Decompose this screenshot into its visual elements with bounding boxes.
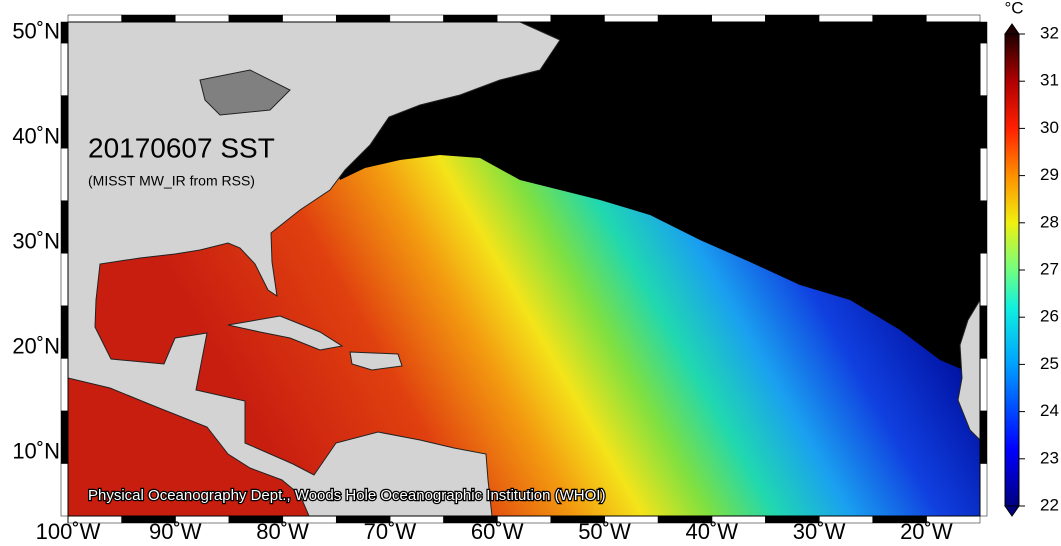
colorbar — [1004, 33, 1020, 507]
africa-land — [957, 299, 980, 441]
frame-segment — [175, 14, 230, 23]
colorbar-tick-label: 22 — [1040, 495, 1059, 514]
lat-tick-label: 40˚N — [12, 123, 60, 148]
frame-segment — [228, 14, 283, 23]
lon-tick-label: 80˚W — [256, 519, 309, 544]
frame-segment — [979, 463, 988, 517]
frame-segment — [818, 14, 873, 23]
colorbar-tick-label: 23 — [1040, 448, 1059, 467]
lon-tick-label: 90˚W — [149, 519, 202, 544]
lon-tick-label: 70˚W — [364, 519, 417, 544]
no-data-region — [330, 22, 980, 372]
map-title: 20170607 SST — [88, 132, 275, 163]
frame-segment — [60, 358, 69, 412]
colorbar-tick-label: 32 — [1040, 23, 1059, 42]
colorbar-top-arrow — [1004, 23, 1020, 35]
frame-segment — [60, 305, 69, 359]
frame-segment — [604, 14, 659, 23]
hispaniola — [349, 351, 403, 371]
frame-segment — [60, 200, 69, 254]
lat-tick-label: 50˚N — [12, 18, 60, 43]
frame-segment — [443, 14, 498, 23]
map-subtitle: (MISST MW_IR from RSS) — [88, 173, 255, 189]
colorbar-tick-label: 27 — [1040, 259, 1059, 278]
frame-segment — [872, 14, 927, 23]
credit: Physical Oceanography Dept., Woods Hole … — [88, 487, 605, 504]
frame-segment — [60, 463, 69, 517]
map-border — [67, 21, 981, 517]
colorbar-bottom-arrow — [1004, 505, 1020, 517]
frame-segment — [550, 14, 605, 23]
cuba — [227, 315, 344, 351]
frame-segment — [282, 14, 337, 23]
lon-tick-label: 60˚W — [471, 519, 524, 544]
frame-segment — [67, 14, 122, 23]
frame-segment — [60, 252, 69, 307]
frame-segment — [979, 305, 988, 359]
frame-segment — [335, 14, 391, 23]
lon-tick-label: 30˚W — [793, 519, 846, 544]
frame-segment — [60, 42, 69, 96]
lat-tick-label: 10˚N — [12, 439, 60, 464]
map-area — [68, 22, 980, 516]
colorbar-tick-label: 28 — [1040, 212, 1059, 231]
frame-segment — [389, 14, 444, 23]
lat-tick-label: 30˚N — [12, 229, 60, 254]
frame-segment — [979, 358, 988, 412]
frame-segment — [60, 147, 69, 201]
frame-segment — [765, 14, 820, 23]
lon-tick-label: 50˚W — [578, 519, 631, 544]
frame-segment — [926, 14, 981, 23]
colorbar-tick-label: 29 — [1040, 165, 1059, 184]
colorbar-tick-label: 26 — [1040, 307, 1059, 326]
lon-tick-label: 20˚W — [900, 519, 953, 544]
frame-segment — [979, 95, 988, 149]
frame-segment — [496, 14, 552, 23]
frame-segment — [979, 147, 988, 201]
frame-segment — [121, 14, 176, 23]
frame-segment — [979, 200, 988, 254]
frame-segment — [60, 410, 69, 464]
frame-segment — [979, 252, 988, 307]
colorbar-tick-label: 31 — [1040, 71, 1059, 90]
lon-tick-label: 40˚W — [685, 519, 738, 544]
colorbar-tick-label: 25 — [1040, 354, 1059, 373]
frame-segment — [979, 21, 988, 44]
colorbar-unit: °C — [1004, 0, 1023, 17]
frame-segment — [979, 42, 988, 96]
americas-land — [68, 22, 561, 516]
map-frame — [60, 14, 988, 524]
great-lakes — [199, 69, 291, 116]
frame-segment — [657, 14, 713, 23]
lon-tick-label: 100˚W — [36, 519, 101, 544]
frame-segment — [711, 14, 766, 23]
lat-tick-label: 20˚N — [12, 334, 60, 359]
colorbar-tick-label: 24 — [1040, 401, 1059, 420]
colorbar-tick-label: 30 — [1040, 118, 1059, 137]
frame-segment — [60, 95, 69, 149]
frame-segment — [979, 410, 988, 464]
